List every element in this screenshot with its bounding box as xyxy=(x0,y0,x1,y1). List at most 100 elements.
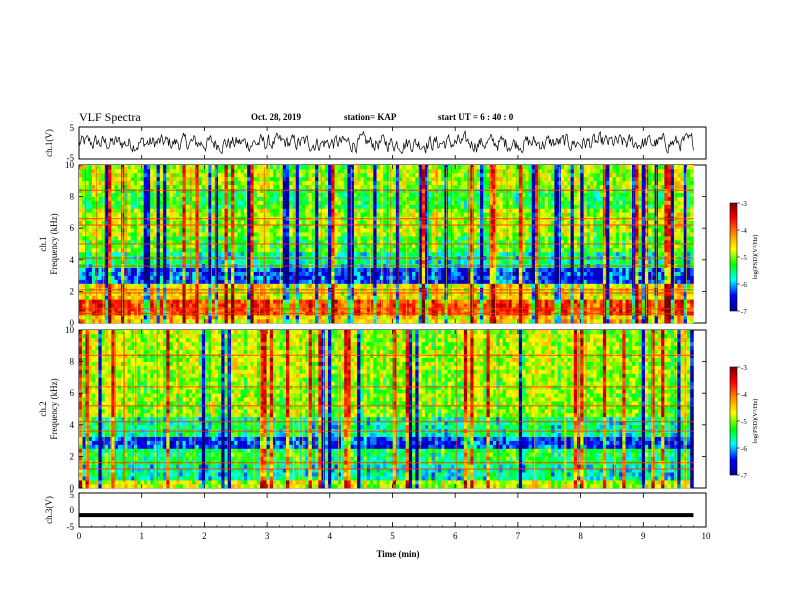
spectrogram-cell xyxy=(505,283,510,288)
spectrogram-cell xyxy=(460,283,465,288)
spectrogram-cell xyxy=(541,319,545,324)
spectrogram-cell xyxy=(253,232,258,237)
spectrogram-cell xyxy=(674,240,678,245)
spectrogram-cell xyxy=(315,279,319,284)
spectrogram-cell xyxy=(243,267,248,272)
spectrogram-cell xyxy=(551,232,555,237)
spectrogram-cell xyxy=(389,267,393,272)
spectrogram-cell xyxy=(657,236,662,241)
station-label: station= KAP xyxy=(344,112,397,122)
spectrogram-cell xyxy=(383,232,387,237)
spectrogram-cell xyxy=(211,303,216,308)
spectrogram-cell xyxy=(289,220,293,225)
spectrogram-cell xyxy=(434,271,439,276)
spectrogram-cell xyxy=(101,315,106,320)
spectrogram-cell xyxy=(434,224,439,229)
spectrogram-cell xyxy=(496,220,500,225)
spectrogram-cell xyxy=(347,267,351,272)
spectrogram-cell xyxy=(686,224,691,229)
spectrogram-cell xyxy=(227,279,232,284)
spectrogram-cell xyxy=(176,251,180,257)
spectrogram-cell xyxy=(434,295,439,300)
spectrogram-cell xyxy=(657,267,662,272)
spectrogram-cell xyxy=(243,319,248,324)
spectrogram-cell xyxy=(247,247,251,253)
spectrogram-cell xyxy=(505,251,510,257)
spectrogram-cell xyxy=(114,247,119,253)
spectrogram-cell xyxy=(331,299,335,304)
spectrogram-cell xyxy=(279,303,284,308)
spectrogram-cell xyxy=(680,295,685,300)
spectrogram-cell xyxy=(528,224,533,229)
spectrogram-cell xyxy=(686,299,691,304)
spectrogram-cell xyxy=(305,267,309,272)
spectrogram-cell xyxy=(130,303,135,308)
spectrogram-cell xyxy=(350,319,355,324)
spectrogram-cell xyxy=(492,251,497,257)
spectrogram-cell xyxy=(547,267,552,272)
spectrogram-cell xyxy=(127,319,132,324)
spectrogram-cell xyxy=(266,267,271,272)
spectrogram-cell xyxy=(104,247,109,253)
spectrogram-cell xyxy=(454,303,458,308)
spectrogram-cell xyxy=(586,319,591,324)
spectrogram-cell xyxy=(544,240,549,245)
spectrogram-cell xyxy=(463,279,468,284)
spectrogram-cell xyxy=(428,279,432,284)
spectrogram-cell xyxy=(505,244,510,249)
spectrogram-cell xyxy=(111,299,115,304)
spectrogram-cell xyxy=(221,319,225,324)
spectrogram-cell xyxy=(602,259,607,265)
spectrogram-cell xyxy=(641,240,646,245)
spectrogram-cell xyxy=(428,295,432,300)
spectrogram-cell xyxy=(357,283,361,288)
spectrogram-cell xyxy=(256,228,261,233)
spectrogram-cell xyxy=(402,236,406,241)
spectrogram-cell xyxy=(437,283,442,288)
spectrogram-cell xyxy=(589,247,594,253)
spectrogram-cell xyxy=(570,299,575,304)
spectrogram-cell xyxy=(276,244,280,249)
spectrogram-cell xyxy=(690,236,694,241)
spectrogram-cell xyxy=(657,240,662,245)
spectrogram-cell xyxy=(515,251,520,257)
spectrogram-cell xyxy=(350,303,355,308)
spectrogram-cell xyxy=(344,267,348,272)
spectrogram-cell xyxy=(269,259,274,265)
spectrogram-cell xyxy=(201,251,206,257)
spectrogram-cell xyxy=(350,295,355,300)
spectrogram-cell xyxy=(208,220,212,225)
spectrogram-cell xyxy=(680,251,685,257)
spectrogram-cell xyxy=(651,232,655,237)
spectrogram-cell xyxy=(111,251,115,257)
spectrogram-cell xyxy=(324,283,329,288)
spectrogram-cell xyxy=(347,247,351,253)
spectrogram-cell xyxy=(450,228,455,233)
spectrogram-cell xyxy=(256,232,261,237)
spectrogram-cell xyxy=(641,315,646,320)
spectrogram-cell xyxy=(683,240,688,245)
spectrogram-cell xyxy=(402,295,406,300)
spectrogram-cell xyxy=(593,267,597,272)
spectrogram-cell xyxy=(641,271,646,276)
spectrogram-cell xyxy=(201,275,206,280)
spectrogram-cell xyxy=(509,315,513,320)
spectrogram-cell xyxy=(130,224,135,229)
spectrogram-cell xyxy=(638,224,643,229)
spectrogram-cell xyxy=(415,295,419,300)
spectrogram-cell xyxy=(176,228,180,233)
spectrogram-cell xyxy=(79,220,83,225)
spectrogram-cell xyxy=(159,220,164,225)
spectrogram-cell xyxy=(512,303,516,308)
spectrogram-cell xyxy=(163,244,167,249)
spectrogram-cell xyxy=(208,259,212,265)
spectrogram-cell xyxy=(82,224,86,229)
spectrogram-cell xyxy=(201,267,206,272)
spectrogram-cell xyxy=(353,267,358,272)
spectrogram-cell xyxy=(509,271,513,276)
spectrogram-cell xyxy=(606,244,610,249)
spectrogram-cell xyxy=(302,259,306,265)
spectrogram-cell xyxy=(405,236,410,241)
spectrogram-cell xyxy=(218,299,222,304)
spectrogram-cell xyxy=(457,315,461,320)
